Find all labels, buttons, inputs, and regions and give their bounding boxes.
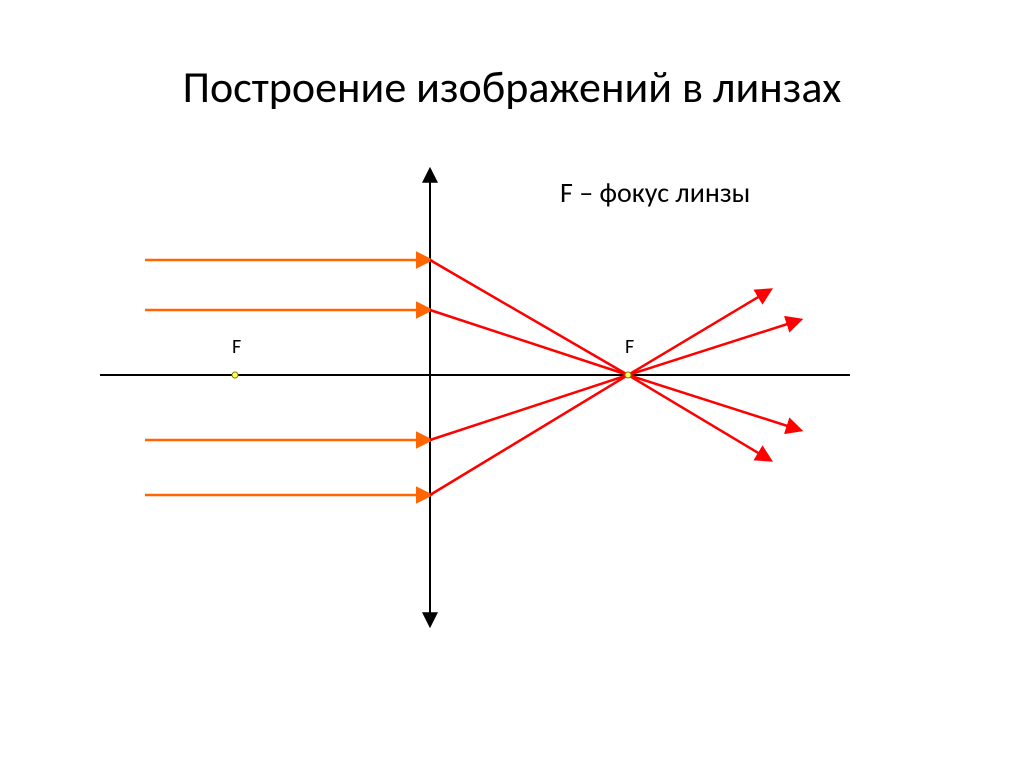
lens-ray-diagram [0,0,1024,767]
